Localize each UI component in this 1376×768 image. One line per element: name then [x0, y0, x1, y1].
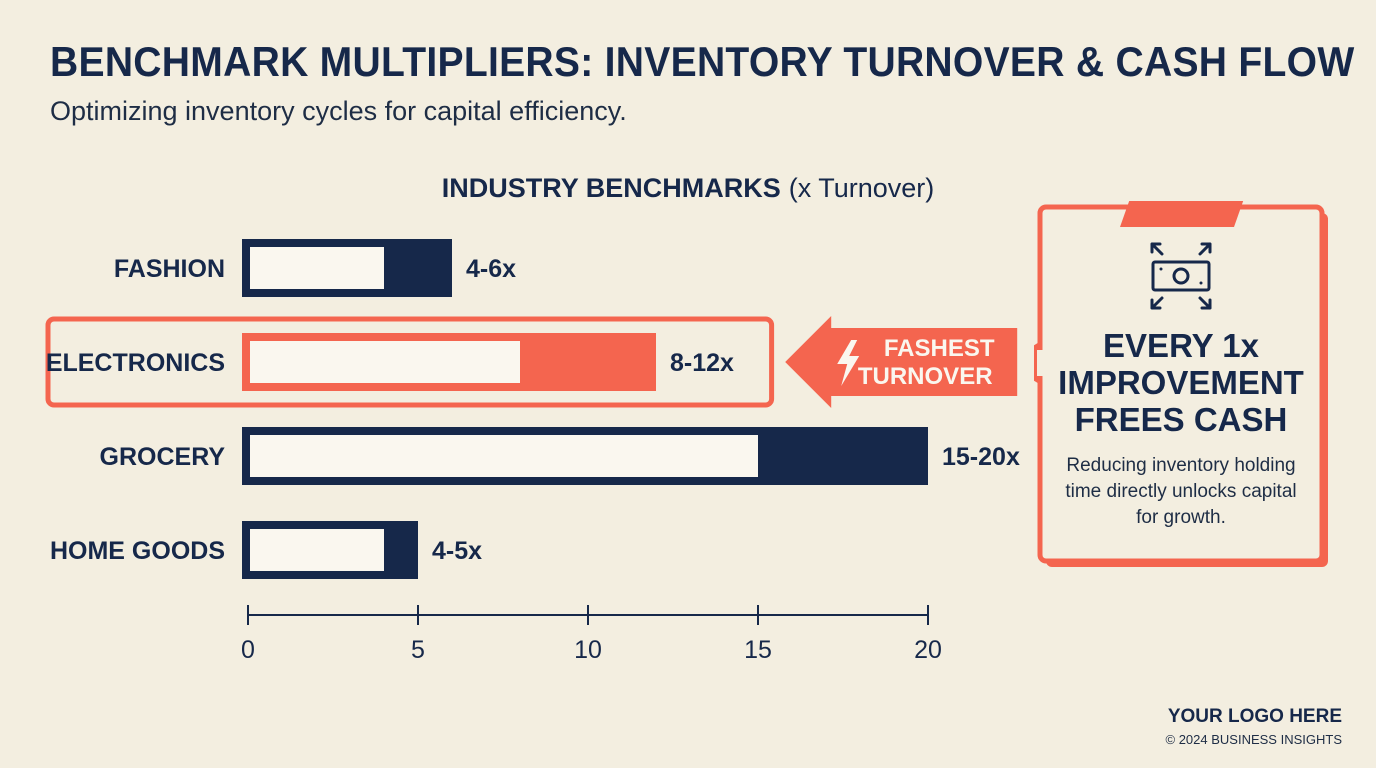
category-label: GROCERY: [100, 443, 226, 471]
chart-title-main: INDUSTRY BENCHMARKS: [442, 173, 781, 203]
page-subtitle: Optimizing inventory cycles for capital …: [50, 96, 627, 126]
category-label: FASHION: [114, 255, 225, 283]
callout-tab: [1120, 201, 1244, 227]
benchmark-chart: INDUSTRY BENCHMARKS (x Turnover) FASHESTT…: [45, 173, 1020, 664]
callout-pointer: [1034, 342, 1039, 384]
cash-callout: EVERY 1x IMPROVEMENT FREES CASH Reducing…: [1034, 201, 1328, 567]
chart-title: INDUSTRY BENCHMARKS (x Turnover): [442, 173, 935, 203]
badge-label: TURNOVER: [858, 363, 993, 390]
fastest-turnover-badge: [785, 316, 1018, 408]
x-tick-label: 20: [914, 636, 942, 664]
highlight-frame: [45, 316, 775, 408]
category-label: ELECTRONICS: [46, 349, 225, 377]
x-tick-label: 15: [744, 636, 772, 664]
category-label: HOME GOODS: [50, 537, 225, 565]
value-label: 8-12x: [670, 349, 734, 377]
callout-headline-line: IMPROVEMENT: [1058, 364, 1304, 401]
badge-label: FASHEST: [884, 335, 995, 362]
cash-expand-icon: [1150, 242, 1212, 310]
callout-pointer-mask: [1037, 350, 1043, 376]
callout-headline: EVERY 1x IMPROVEMENT FREES CASH: [1040, 327, 1322, 438]
x-tick-label: 10: [574, 636, 602, 664]
callout-headline-line: FREES CASH: [1074, 401, 1288, 438]
callout-headline-line: EVERY 1x: [1103, 327, 1259, 364]
value-label: 15-20x: [942, 443, 1020, 471]
chart-title-unit: (x Turnover): [789, 173, 935, 203]
page-title: BENCHMARK MULTIPLIERS: INVENTORY TURNOVE…: [50, 38, 1355, 85]
bar-base: [250, 529, 384, 571]
footer-logo: YOUR LOGO HERE: [1167, 706, 1342, 727]
footer-copyright: © 2024 BUSINESS INSIGHTS: [1165, 732, 1342, 747]
bar-base: [250, 435, 758, 477]
callout-body: Reducing inventory holding time directly…: [1065, 455, 1297, 528]
x-tick-label: 5: [411, 636, 425, 664]
value-label: 4-5x: [432, 537, 482, 565]
lightning-icon: [837, 340, 860, 386]
x-tick-label: 0: [241, 636, 255, 664]
bar-base: [250, 341, 520, 383]
callout-frame: [1034, 201, 1328, 567]
bar-base: [250, 247, 384, 289]
value-label: 4-6x: [466, 255, 516, 283]
